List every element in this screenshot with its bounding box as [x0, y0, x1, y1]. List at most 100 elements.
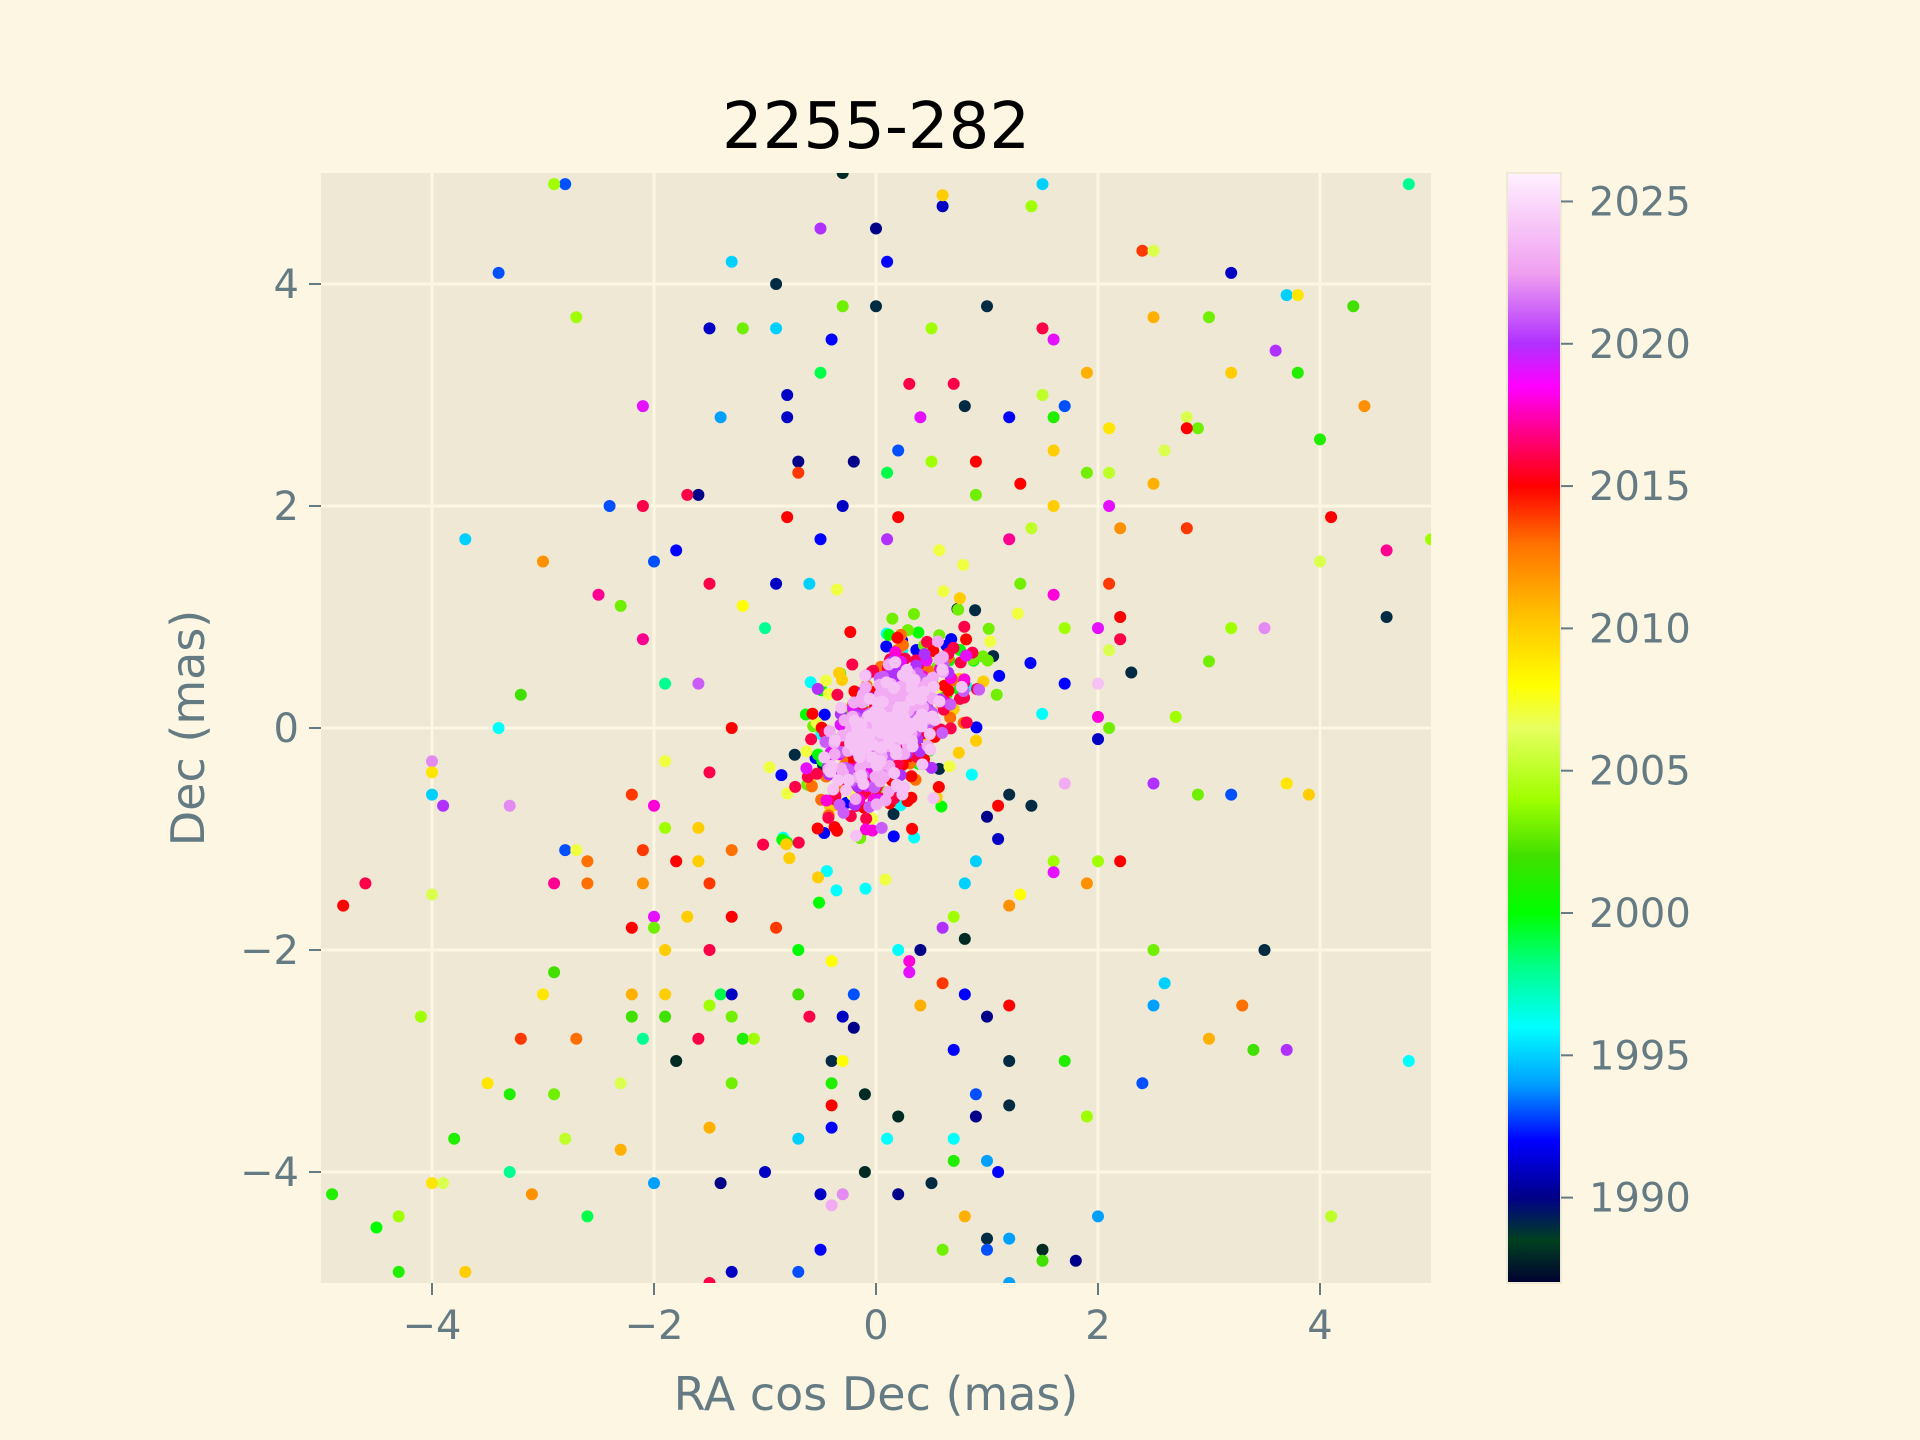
data-point	[855, 769, 868, 782]
data-point	[836, 1188, 849, 1201]
data-point	[825, 1055, 838, 1067]
data-point	[692, 855, 705, 868]
data-point	[889, 656, 902, 669]
data-point	[703, 944, 716, 956]
data-point	[800, 745, 813, 758]
data-point	[736, 599, 749, 612]
data-point	[1003, 1055, 1016, 1067]
data-point	[681, 910, 694, 923]
data-point	[1280, 1043, 1293, 1056]
data-point	[970, 721, 983, 734]
data-point	[1103, 466, 1116, 479]
data-point	[936, 663, 949, 676]
data-point	[1180, 422, 1193, 435]
data-point	[636, 500, 649, 512]
data-point	[636, 1032, 649, 1045]
data-point	[944, 698, 957, 711]
data-point	[1036, 707, 1049, 720]
data-point	[703, 577, 716, 590]
data-point	[831, 688, 844, 701]
data-point	[970, 734, 983, 747]
data-point	[370, 1221, 383, 1234]
data-point	[359, 877, 372, 890]
data-point	[880, 640, 893, 653]
data-point	[875, 695, 888, 708]
data-point	[947, 641, 960, 654]
data-point	[836, 673, 849, 686]
data-point	[947, 1043, 960, 1056]
data-point	[1047, 411, 1060, 424]
data-point	[614, 1077, 627, 1090]
data-point	[969, 604, 982, 617]
data-point	[903, 377, 916, 390]
data-point	[1225, 788, 1238, 801]
data-point	[1080, 466, 1093, 479]
x-tick-label: 2	[1085, 1303, 1110, 1349]
data-point	[927, 680, 940, 693]
data-point	[1092, 710, 1104, 723]
data-point	[875, 821, 888, 834]
data-point	[1058, 400, 1071, 413]
data-point	[1203, 1032, 1215, 1045]
data-point	[932, 781, 945, 794]
colorbar-tick-label: 2005	[1589, 749, 1691, 795]
colorbar-tick-label: 1995	[1589, 1033, 1691, 1079]
data-point	[337, 899, 350, 912]
data-point	[659, 944, 672, 956]
colorbar-tick-label: 2025	[1589, 179, 1691, 225]
data-point	[759, 622, 771, 635]
data-point	[792, 836, 805, 849]
data-point	[915, 708, 928, 721]
data-point	[871, 716, 884, 729]
data-point	[836, 300, 849, 313]
data-point	[886, 612, 899, 625]
data-point	[936, 189, 949, 202]
data-point	[958, 1210, 971, 1223]
data-point	[1058, 777, 1071, 790]
colorbar-tick-label: 2015	[1589, 464, 1691, 510]
data-point	[923, 728, 936, 741]
data-point	[725, 1077, 738, 1090]
data-point	[537, 555, 549, 568]
data-point	[958, 877, 971, 890]
data-point	[936, 726, 949, 739]
data-point	[770, 322, 783, 335]
data-point	[827, 783, 840, 796]
data-point	[847, 696, 860, 709]
data-point	[992, 833, 1005, 845]
data-point	[1402, 1055, 1415, 1067]
data-point	[1047, 588, 1060, 601]
data-point	[783, 852, 796, 865]
data-point	[944, 711, 957, 724]
data-points	[326, 173, 1431, 1283]
data-point	[850, 829, 863, 842]
data-point	[548, 178, 561, 191]
data-point	[812, 871, 825, 884]
y-axis-label: Dec (mas)	[161, 610, 215, 847]
data-point	[828, 748, 841, 761]
data-point	[825, 759, 838, 772]
data-point	[811, 822, 824, 835]
data-point	[1203, 655, 1215, 668]
data-point	[625, 788, 638, 801]
data-point	[887, 807, 900, 820]
data-point	[1114, 855, 1127, 868]
data-point	[818, 708, 831, 721]
data-point	[825, 333, 838, 346]
data-point	[896, 669, 909, 682]
data-point	[863, 728, 876, 741]
data-point	[659, 755, 672, 768]
data-point	[625, 921, 638, 934]
data-point	[890, 778, 903, 791]
data-point	[969, 488, 982, 501]
data-point	[814, 222, 827, 235]
x-axis-label: RA cos Dec (mas)	[674, 1367, 1079, 1421]
colorbar-ticks: 1990 1995 2000 2005 2010 2015 2020 2025	[1561, 179, 1691, 1222]
data-point	[1291, 289, 1304, 302]
data-point	[692, 1032, 705, 1045]
data-point	[1103, 577, 1116, 590]
data-point	[426, 755, 438, 768]
data-point	[392, 1210, 405, 1223]
data-point	[818, 751, 831, 764]
